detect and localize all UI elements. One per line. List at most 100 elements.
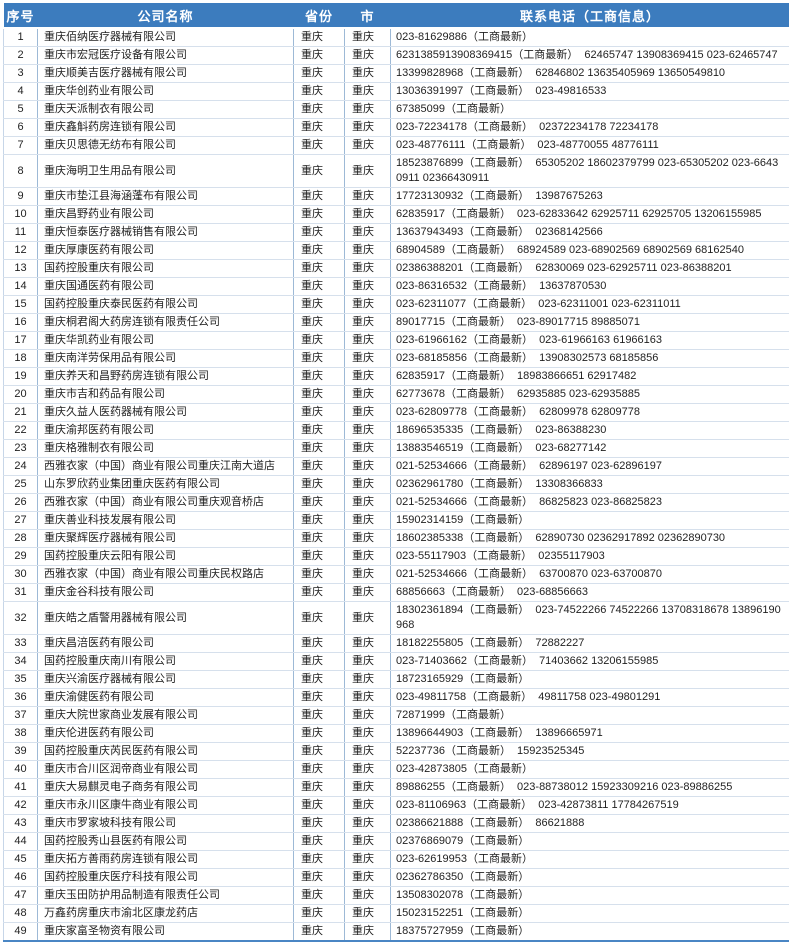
cell-city: 重庆	[345, 386, 391, 404]
cell-company-name: 重庆厚康医药有限公司	[38, 242, 294, 260]
cell-company-name: 重庆顺美吉医疗器械有限公司	[38, 65, 294, 83]
cell-company-name: 重庆聚辉医疗器械有限公司	[38, 530, 294, 548]
cell-province: 重庆	[294, 368, 345, 386]
cell-index: 23	[4, 440, 38, 458]
cell-province: 重庆	[294, 548, 345, 566]
cell-phone: 68856663（工商最新） 023-68856663	[391, 584, 789, 602]
cell-city: 重庆	[345, 83, 391, 101]
cell-phone: 023-42873805（工商最新）	[391, 761, 789, 779]
cell-company-name: 重庆渝邦医药有限公司	[38, 422, 294, 440]
column-header-index: 序号	[4, 3, 38, 28]
cell-company-name: 重庆佰纳医疗器械有限公司	[38, 28, 294, 47]
cell-company-name: 重庆贝思德无纺布有限公司	[38, 137, 294, 155]
cell-company-name: 重庆国通医药有限公司	[38, 278, 294, 296]
cell-phone: 023-55117903（工商最新） 02355117903	[391, 548, 789, 566]
cell-phone: 89017715（工商最新） 023-89017715 89885071	[391, 314, 789, 332]
cell-city: 重庆	[345, 602, 391, 635]
cell-phone: 13036391997（工商最新） 023-49816533	[391, 83, 789, 101]
cell-province: 重庆	[294, 119, 345, 137]
cell-company-name: 重庆渝健医药有限公司	[38, 689, 294, 707]
cell-city: 重庆	[345, 548, 391, 566]
cell-company-name: 重庆市吉和药品有限公司	[38, 386, 294, 404]
cell-province: 重庆	[294, 296, 345, 314]
cell-index: 49	[4, 923, 38, 942]
cell-company-name: 重庆昌涪医药有限公司	[38, 635, 294, 653]
cell-city: 重庆	[345, 494, 391, 512]
cell-city: 重庆	[345, 224, 391, 242]
cell-index: 41	[4, 779, 38, 797]
cell-city: 重庆	[345, 137, 391, 155]
cell-city: 重庆	[345, 707, 391, 725]
cell-index: 17	[4, 332, 38, 350]
cell-province: 重庆	[294, 797, 345, 815]
cell-index: 8	[4, 155, 38, 188]
cell-index: 9	[4, 188, 38, 206]
cell-phone: 67385099（工商最新）	[391, 101, 789, 119]
cell-company-name: 重庆大易麒灵电子商务有限公司	[38, 779, 294, 797]
cell-province: 重庆	[294, 101, 345, 119]
cell-city: 重庆	[345, 440, 391, 458]
cell-province: 重庆	[294, 725, 345, 743]
cell-index: 29	[4, 548, 38, 566]
cell-city: 重庆	[345, 743, 391, 761]
cell-index: 12	[4, 242, 38, 260]
cell-phone: 13896644903（工商最新） 13896665971	[391, 725, 789, 743]
cell-province: 重庆	[294, 815, 345, 833]
cell-phone: 18182255805（工商最新） 72882227	[391, 635, 789, 653]
cell-city: 重庆	[345, 869, 391, 887]
cell-province: 重庆	[294, 65, 345, 83]
cell-index: 48	[4, 905, 38, 923]
cell-index: 18	[4, 350, 38, 368]
cell-city: 重庆	[345, 584, 391, 602]
column-header-city: 市	[345, 3, 391, 28]
cell-index: 2	[4, 47, 38, 65]
cell-company-name: 国药控股重庆医疗科技有限公司	[38, 869, 294, 887]
column-header-province: 省份	[294, 3, 345, 28]
cell-phone: 6231385913908369415（工商最新） 62465747 13908…	[391, 47, 789, 65]
cell-company-name: 山东罗欣药业集团重庆医药有限公司	[38, 476, 294, 494]
cell-phone: 72871999（工商最新）	[391, 707, 789, 725]
cell-city: 重庆	[345, 155, 391, 188]
cell-city: 重庆	[345, 476, 391, 494]
cell-company-name: 重庆大院世家商业发展有限公司	[38, 707, 294, 725]
cell-city: 重庆	[345, 689, 391, 707]
cell-phone: 62773678（工商最新） 62935885 023-62935885	[391, 386, 789, 404]
cell-province: 重庆	[294, 869, 345, 887]
cell-province: 重庆	[294, 386, 345, 404]
cell-province: 重庆	[294, 566, 345, 584]
cell-index: 47	[4, 887, 38, 905]
cell-phone: 023-68185856（工商最新） 13908302573 68185856	[391, 350, 789, 368]
cell-company-name: 万鑫药房重庆市渝北区康龙药店	[38, 905, 294, 923]
cell-province: 重庆	[294, 905, 345, 923]
cell-province: 重庆	[294, 83, 345, 101]
cell-city: 重庆	[345, 101, 391, 119]
cell-phone: 18375727959（工商最新）	[391, 923, 789, 942]
cell-phone: 02386621888（工商最新） 86621888	[391, 815, 789, 833]
cell-city: 重庆	[345, 530, 391, 548]
cell-city: 重庆	[345, 887, 391, 905]
cell-index: 39	[4, 743, 38, 761]
cell-index: 5	[4, 101, 38, 119]
cell-city: 重庆	[345, 119, 391, 137]
cell-index: 7	[4, 137, 38, 155]
cell-company-name: 重庆善业科技发展有限公司	[38, 512, 294, 530]
cell-company-name: 重庆家畗圣物资有限公司	[38, 923, 294, 942]
cell-company-name: 重庆市宏冠医疗设备有限公司	[38, 47, 294, 65]
cell-index: 10	[4, 206, 38, 224]
cell-index: 25	[4, 476, 38, 494]
cell-company-name: 重庆恒泰医疗器械销售有限公司	[38, 224, 294, 242]
